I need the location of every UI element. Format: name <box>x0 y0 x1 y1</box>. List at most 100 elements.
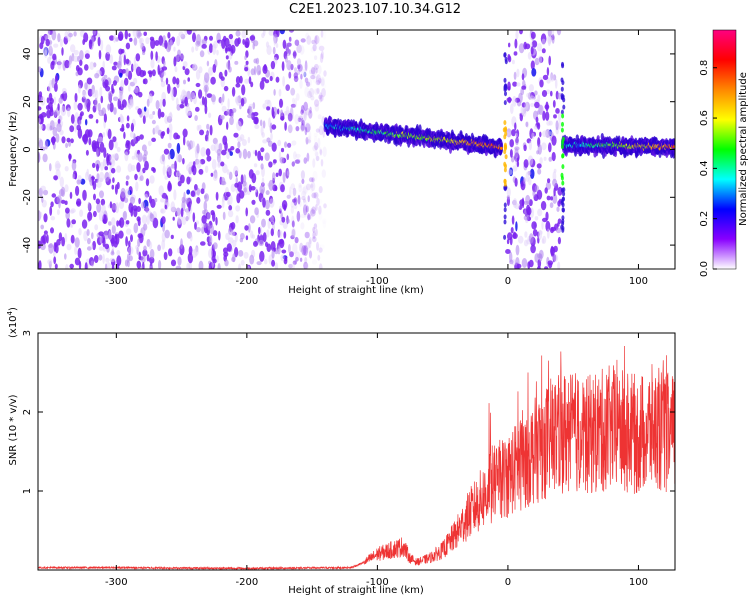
spectrogram-noise-cell <box>186 189 191 195</box>
spectrogram-noise-cell <box>188 201 191 212</box>
spectrogram-noise-cell <box>116 181 120 190</box>
spectrogram-noise-cell <box>208 112 212 119</box>
spectrogram-noise-cell <box>507 96 512 104</box>
spectrogram-noise-cell <box>239 190 245 199</box>
spectrogram-noise-cell <box>45 38 50 47</box>
spectrogram-noise-cell <box>91 89 97 98</box>
spectrogram-noise-cell <box>303 198 306 203</box>
spectrogram-noise-cell <box>61 236 65 247</box>
spectrogram-noise-cell <box>289 251 294 258</box>
spectrogram-noise-cell <box>112 136 117 143</box>
spectrogram-noise-cell <box>304 86 310 98</box>
spectrogram-noise-cell <box>266 229 270 238</box>
spectrogram-noise-cell <box>507 86 511 91</box>
spectrogram-noise-cell <box>240 259 245 266</box>
spectrogram-noise-cell <box>301 117 304 126</box>
spectrogram-noise-cell <box>247 136 251 144</box>
spectrogram-noise-cell <box>187 77 190 82</box>
snr-x-tick-label: -300 <box>105 577 128 588</box>
spectrogram-noise-cell <box>120 79 125 91</box>
spectrogram-noise-cell <box>57 103 60 111</box>
spectrogram-noise-cell <box>543 156 547 161</box>
spectrogram-noise-cell <box>310 183 314 188</box>
colorbar-tick-label: 0.2 <box>699 211 710 227</box>
snr-x-label: Height of straight line (km) <box>288 585 424 596</box>
spectrogram-noise-cell <box>128 246 134 255</box>
spectrogram-noise-cell <box>539 157 543 165</box>
spectrogram-noise-cell <box>141 255 146 264</box>
spectrogram-noise-cell <box>157 108 162 119</box>
spectrogram-noise-cell <box>221 38 226 49</box>
spectrogram-noise-cell <box>537 55 543 64</box>
spectrogram-noise-cell <box>216 204 222 209</box>
spectrogram-noise-cell <box>288 36 292 42</box>
spectrogram-noise-cell <box>99 86 103 98</box>
snr-y-ticks: 123 <box>22 330 675 494</box>
colorbar-ticks: 0.00.20.40.60.8 <box>699 60 717 277</box>
spectrogram-noise-cell <box>315 67 319 74</box>
spectrogram-noise-cell <box>190 93 193 103</box>
spectrogram-noise-cell <box>215 191 219 201</box>
spectrogram-noise-cell <box>516 263 522 269</box>
spectrogram-noise-cell <box>174 66 178 73</box>
spectrogram-noise-cell <box>149 175 155 184</box>
spectrogram-noise-cell <box>186 176 191 185</box>
spectrogram-noise-cell <box>50 216 56 221</box>
spectrogram-noise-cell <box>212 242 218 250</box>
snr-x-tick-label: -100 <box>366 577 389 588</box>
spectrogram-noise-cell <box>294 236 299 244</box>
spectrogram-noise-cell <box>308 250 313 259</box>
spectrogram-noise-cell <box>204 134 208 142</box>
spectrogram-noise-cell <box>142 167 146 174</box>
spectrogram-noise-cell <box>187 143 192 151</box>
spectrogram-noise-cell <box>288 244 291 254</box>
spectrogram-noise-cell <box>223 85 229 92</box>
spectrogram-noise-cell <box>175 265 182 269</box>
spectrogram-noise-cell <box>40 96 46 106</box>
spectrogram-noise-cell <box>206 212 211 220</box>
spectrogram-noise-cell <box>99 171 105 182</box>
spectrogram-noise-cell <box>106 262 111 269</box>
spectrogram-noise-cell <box>516 157 519 162</box>
spectrogram-noise-cell <box>299 242 304 253</box>
spectrogram-noise-cell <box>527 155 534 166</box>
spectrogram-noise-cell <box>512 81 518 87</box>
spectrogram-noise-cell <box>306 35 312 45</box>
spectrogram-noise-cell <box>304 126 308 136</box>
spectrogram-noise-cell <box>555 108 560 114</box>
spectrogram-x-tick-label: 0 <box>505 276 511 287</box>
snr-y-label: SNR (10 * v/v) <box>8 394 19 465</box>
spectrogram-noise-cell <box>303 245 309 257</box>
spectrogram-noise-cell <box>554 78 558 89</box>
spectrogram-noise-cell <box>310 184 314 194</box>
spectrogram-noise-cell <box>310 75 316 80</box>
spectrogram-noise-cell <box>243 251 249 259</box>
spectrogram-noise-cell <box>303 109 307 121</box>
spectrogram-noise-cell <box>73 49 79 56</box>
spectrogram-noise-cell <box>176 170 181 177</box>
spectrogram-noise-cell <box>161 216 166 225</box>
spectrogram-noise-cell <box>98 109 104 117</box>
spectrogram-noise-cell <box>557 111 562 122</box>
spectrogram-noise-cell <box>93 193 96 201</box>
spectrogram-noise-cell <box>69 209 75 214</box>
spectrogram-spike <box>503 186 507 192</box>
spectrogram-noise-cell <box>307 214 312 220</box>
spectrogram-noise-cell <box>230 44 236 54</box>
spectrogram-noise-cell <box>215 216 218 226</box>
spectrogram-noise-cell <box>298 184 303 193</box>
spectrogram-noise-cell <box>142 78 146 85</box>
spectrogram-noise-cell <box>235 215 239 224</box>
spectrogram-noise-cell <box>289 186 292 197</box>
spectrogram-noise-cell <box>81 219 88 229</box>
spectrogram-noise-cell <box>131 63 134 73</box>
spectrogram-noise-cell <box>235 177 238 185</box>
spectrogram-noise-cell <box>258 239 265 247</box>
spectrogram-spike <box>560 77 564 83</box>
spectrogram-noise-cell <box>243 174 247 184</box>
spectrogram-noise-cell <box>185 207 189 216</box>
spectrogram-noise-cell <box>79 50 84 61</box>
spectrogram-noise-cell <box>168 166 172 176</box>
spectrogram-noise-cell <box>201 226 205 234</box>
spectrogram-noise-cell <box>145 178 150 187</box>
